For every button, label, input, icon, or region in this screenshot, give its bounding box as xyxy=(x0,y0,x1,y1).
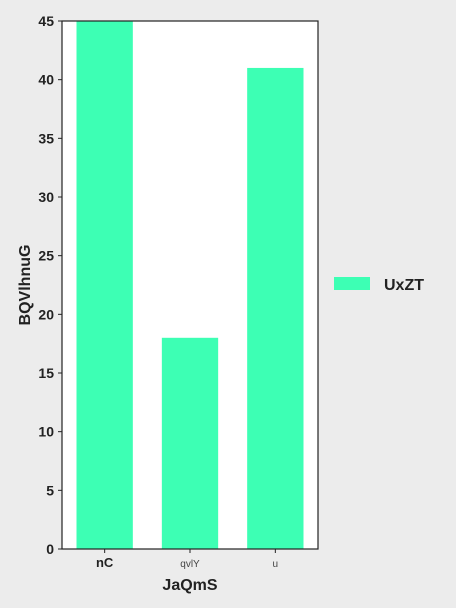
x-tick-label: nC xyxy=(96,555,114,570)
y-tick-label: 0 xyxy=(46,541,54,557)
legend-label: UxZT xyxy=(384,277,424,294)
bar-nC xyxy=(76,21,133,549)
legend: UxZT xyxy=(334,277,424,294)
y-tick-label: 40 xyxy=(38,72,54,88)
plot-frame xyxy=(61,20,319,550)
bars-group xyxy=(76,21,304,549)
y-tick-label: 10 xyxy=(38,424,54,440)
x-axis-ticks: nC qvlY u xyxy=(96,549,278,570)
y-axis-title: BQVlhnuG xyxy=(17,245,34,326)
y-tick-label: 35 xyxy=(38,130,54,146)
y-tick-label: 15 xyxy=(38,365,54,381)
x-tick-label: qvlY xyxy=(180,559,200,570)
legend-swatch xyxy=(334,277,370,290)
y-tick-label: 30 xyxy=(38,189,54,205)
bar-qvlY xyxy=(161,337,219,549)
x-axis-title: JaQmS xyxy=(162,577,217,594)
y-tick-label: 25 xyxy=(38,248,54,264)
y-tick-label: 20 xyxy=(38,306,54,322)
bar-u xyxy=(247,67,304,549)
y-axis-ticks: 0 5 10 15 20 25 30 35 40 45 xyxy=(38,13,62,557)
y-tick-label: 5 xyxy=(46,482,54,498)
y-tick-label: 45 xyxy=(38,13,54,29)
x-tick-label: u xyxy=(273,559,279,570)
